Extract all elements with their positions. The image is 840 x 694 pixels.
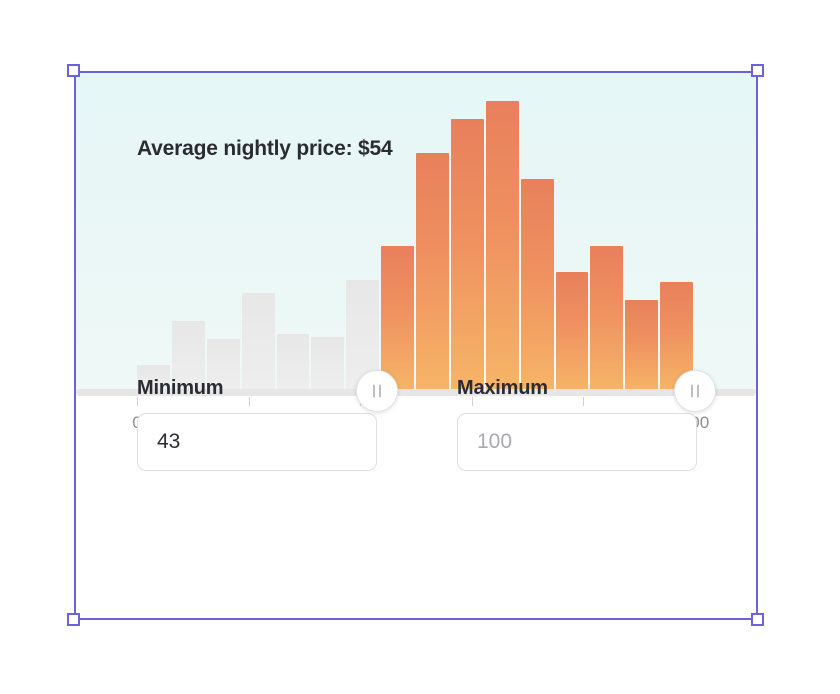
minimum-field-group: Minimum [137, 377, 377, 471]
histogram-bar [520, 179, 554, 391]
minimum-input[interactable] [137, 413, 377, 471]
selection-handle-top-right[interactable] [751, 64, 764, 77]
histogram-bar [625, 300, 659, 391]
price-histogram [76, 73, 756, 391]
price-range-widget: Average nightly price: $54 020406080100 … [76, 73, 756, 618]
maximum-field-group: Maximum [457, 377, 697, 471]
grip-lines-vertical-icon [372, 384, 381, 398]
selection-handle-bottom-left[interactable] [67, 613, 80, 626]
maximum-input[interactable] [457, 413, 697, 471]
axis-tick-mark [137, 397, 138, 406]
slider-handle-min[interactable] [355, 370, 398, 412]
histogram-bar [206, 339, 240, 391]
maximum-label: Maximum [457, 377, 548, 399]
slider-handle-max[interactable] [674, 370, 716, 412]
histogram-bar [276, 334, 310, 391]
histogram-bar [137, 365, 170, 391]
axis-tick-mark [248, 397, 250, 406]
selection-handle-top-left[interactable] [67, 64, 80, 77]
histogram-bar [590, 246, 624, 391]
histogram-bar [171, 321, 205, 391]
slider-track[interactable] [76, 389, 756, 396]
page-title: Average nightly price: $54 [137, 137, 393, 160]
minimum-label: Minimum [137, 377, 224, 399]
histogram-bar [416, 153, 449, 391]
histogram-bar [381, 246, 414, 391]
histogram-bar [485, 101, 519, 391]
histogram-bar [555, 272, 589, 391]
histogram-bar [450, 119, 484, 391]
selection-handle-bottom-right[interactable] [751, 613, 764, 626]
axis-tick-mark [583, 397, 585, 406]
histogram-bar [241, 293, 275, 391]
histogram-bar [311, 337, 345, 391]
axis-tick-mark [471, 397, 473, 406]
grip-lines-vertical-icon [691, 384, 699, 398]
